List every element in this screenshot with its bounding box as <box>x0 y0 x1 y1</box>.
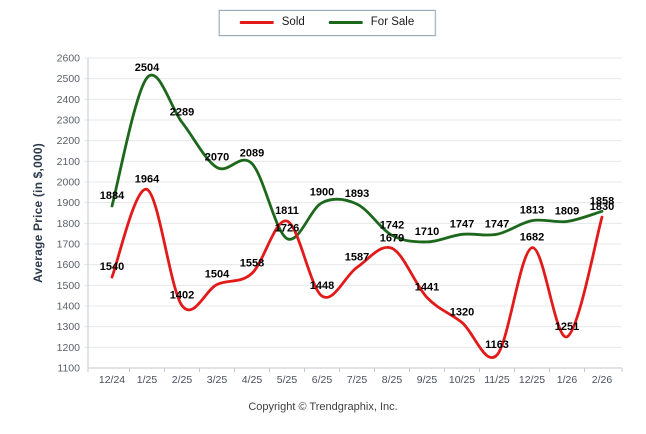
sold-value-label: 1682 <box>520 232 544 244</box>
y-tick-label: 2200 <box>57 135 81 147</box>
x-tick-label: 7/25 <box>347 374 368 386</box>
for-sale-value-label: 1747 <box>485 218 509 230</box>
for-sale-value-label: 1900 <box>310 187 334 199</box>
legend-item-for-sale: For Sale <box>328 16 415 29</box>
x-tick-label: 2/26 <box>592 374 613 386</box>
x-tick-label: 12/25 <box>519 374 545 386</box>
sold-value-label: 1830 <box>590 201 614 213</box>
sold-value-label: 1540 <box>100 261 124 273</box>
grid-layer <box>84 57 622 348</box>
x-tick-label: 3/25 <box>207 374 228 386</box>
x-tick-label: 1/25 <box>137 374 158 386</box>
for-sale-value-label: 1742 <box>380 219 404 231</box>
y-tick-label: 1400 <box>57 301 81 313</box>
x-tick-label: 10/25 <box>449 374 475 386</box>
x-tick-label: 6/25 <box>312 374 333 386</box>
legend: Sold For Sale <box>218 10 436 36</box>
legend-label-sold: Sold <box>281 16 305 28</box>
x-tick-label: 4/25 <box>242 374 263 386</box>
sold-value-label: 1448 <box>310 280 334 292</box>
y-axis-title: Average Price (in $,000) <box>31 143 45 283</box>
sold-value-label: 1504 <box>205 269 230 281</box>
x-tick-label: 2/25 <box>172 374 193 386</box>
y-tick-label: 1900 <box>57 197 81 209</box>
y-tick-label: 1100 <box>57 363 80 375</box>
y-tick-label: 2400 <box>57 94 81 106</box>
for-sale-line-swatch <box>328 21 363 25</box>
x-tick-label: 1/26 <box>557 374 578 386</box>
sold-line <box>110 188 604 359</box>
copyright-text: Copyright © Trendgraphix, Inc. <box>248 401 398 413</box>
axis-layer: 1100 1200 1300 1400 1500 1600 1700 1800 1900 2000… <box>57 53 623 386</box>
sold-value-label: 1320 <box>450 307 474 319</box>
sold-value-label: 1251 <box>555 321 579 333</box>
x-tick-label: 9/25 <box>417 374 438 386</box>
for-sale-value-label: 1893 <box>345 188 369 200</box>
y-tick-label: 1600 <box>57 259 81 271</box>
for-sale-value-label: 1747 <box>450 218 474 230</box>
series-layer <box>110 73 604 359</box>
sold-line-swatch <box>239 21 274 25</box>
x-tick-label: 5/25 <box>277 374 298 386</box>
x-tick-label: 12/24 <box>99 374 125 386</box>
y-tick-label: 2100 <box>57 156 81 168</box>
sold-value-label: 1558 <box>240 257 264 269</box>
legend-item-sold: Sold <box>239 16 305 29</box>
for-sale-value-label: 1813 <box>520 205 544 217</box>
sold-value-label: 1163 <box>485 339 509 351</box>
y-tick-label: 1700 <box>57 239 81 251</box>
y-tick-label: 1500 <box>57 280 81 292</box>
for-sale-line <box>110 73 604 244</box>
for-sale-value-label: 1809 <box>555 205 579 217</box>
for-sale-value-label: 2289 <box>170 106 194 118</box>
y-tick-label: 2600 <box>57 53 81 65</box>
sold-value-label: 1811 <box>275 205 299 217</box>
for-sale-value-label: 1884 <box>100 190 125 202</box>
sold-value-label: 1402 <box>170 290 194 302</box>
sold-value-label: 1964 <box>135 173 160 185</box>
legend-label-for-sale: For Sale <box>370 16 415 28</box>
for-sale-value-label: 2070 <box>205 152 229 164</box>
x-tick-label: 8/25 <box>382 374 403 386</box>
sold-value-label: 1679 <box>380 232 404 244</box>
sold-value-label: 1587 <box>345 251 369 263</box>
for-sale-value-label: 2504 <box>135 62 160 74</box>
y-tick-label: 2300 <box>57 115 81 127</box>
x-tick-label: 11/25 <box>484 374 510 386</box>
y-tick-label: 1200 <box>57 342 81 354</box>
y-tick-label: 1300 <box>57 321 81 333</box>
sold-value-label: 1441 <box>415 282 439 294</box>
for-sale-value-label: 1726 <box>275 223 299 235</box>
y-tick-label: 2000 <box>57 177 81 189</box>
for-sale-value-label: 2089 <box>240 148 264 160</box>
y-tick-label: 2500 <box>57 73 81 85</box>
for-sale-value-label: 1710 <box>415 226 439 238</box>
for-sale-value-label: 1858 <box>590 195 614 207</box>
y-tick-label: 1800 <box>57 218 81 230</box>
data-label-layer: 1540 1964 1402 1504 1558 1811 1448 1587 1679 1441… <box>100 62 614 351</box>
